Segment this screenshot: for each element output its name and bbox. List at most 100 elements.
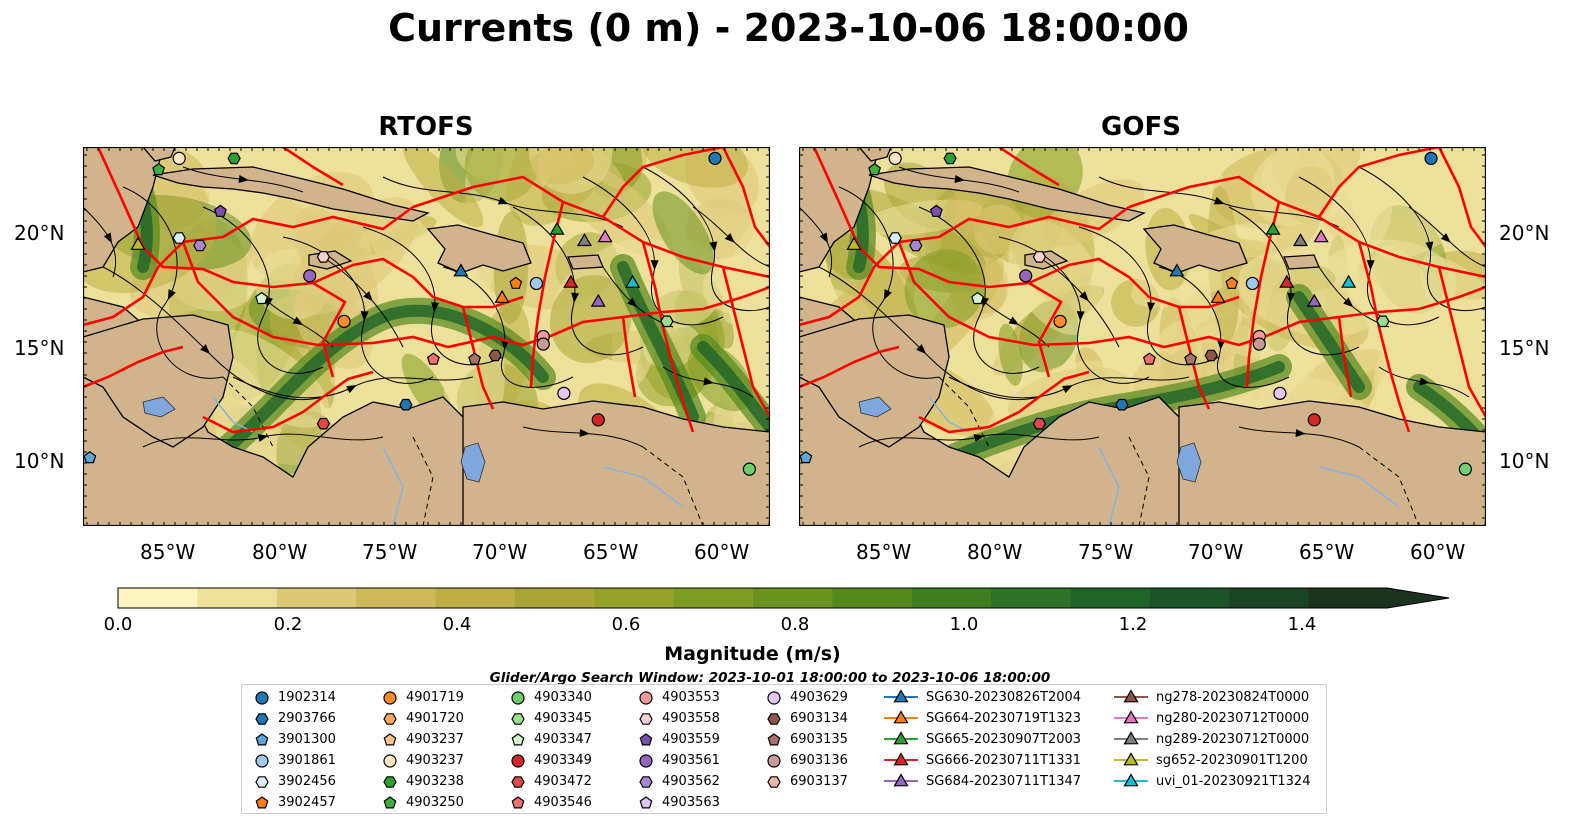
legend-label: 1902314 [278,689,336,705]
platform-marker [943,152,957,165]
platform-marker [152,162,166,176]
circle-marker-icon [255,691,269,705]
strong-current-core [197,304,549,473]
river [602,466,684,508]
platform-marker [888,232,902,244]
platform-marker [590,293,606,307]
eez-boundary [181,241,554,349]
triangle-marker-icon [884,710,918,724]
pentagon-marker-icon [255,796,269,809]
land-mass [1142,224,1248,274]
legend-label: sg652-20230901T1200 [1156,752,1308,768]
legend-entry: sg652-20230901T1200 [1114,750,1308,770]
lon-tick-label: 80°W [967,540,1023,564]
eez-boundary [1028,257,1240,309]
speed-field-patch [402,147,484,228]
streamline-arrow [1147,302,1156,313]
legend-marker [255,796,269,809]
legend-marker [1123,773,1139,787]
lat-tick-label: 10°N [1499,449,1550,473]
lon-tick-label: 60°W [694,540,750,564]
legend-marker [511,754,525,768]
platform-marker [303,269,317,283]
streamline-arrow [497,196,509,205]
streamline-arrow [1440,233,1451,243]
platform-marker [1341,274,1357,288]
legend-marker [255,733,269,746]
streamline-arrow [883,289,892,300]
legend-label: 6903136 [790,752,848,768]
legend-entry: ng278-20230824T0000 [1114,687,1309,707]
colorbar-segment [197,588,278,608]
platform-marker [227,152,241,165]
colorbar-segment [276,588,357,608]
platform-marker [660,315,674,328]
eez-boundary [202,370,374,434]
legend-marker [383,733,397,746]
legend-label: ng280-20230712T0000 [1156,710,1310,726]
land-mass [462,400,770,526]
streamline-arrow [954,175,965,183]
legend-marker [767,713,781,725]
streamline-arrow [1287,292,1296,303]
legend-marker [383,691,397,705]
eez-boundary [799,345,900,389]
colorbar-segment [514,588,595,608]
platform-marker [1225,276,1239,289]
platform-marker [1142,352,1156,365]
legend-label: 4903559 [662,731,720,747]
platform-marker [1032,417,1047,430]
lon-tick-label: 60°W [1410,540,1466,564]
eez-boundary [83,345,184,389]
eez-boundary [601,147,724,218]
hexagon-marker-icon [767,713,781,725]
streamline-arrow [1079,291,1089,302]
map-ticks [83,147,770,526]
legend-entry: SG684-20230711T1347 [884,771,1081,791]
streamline-arrow [724,233,735,243]
colorbar-tick: 0.0 [103,614,133,635]
legend-label: 4903345 [534,710,592,726]
streamline-arrow [1425,241,1434,252]
legend-marker [893,752,909,766]
platform-marker [1292,233,1309,247]
legend-entry: 4903558 [638,708,720,728]
legend-entry: 4903237 [382,729,464,749]
legend-entry: 3901861 [254,750,336,770]
platform-marker [888,151,902,165]
streamline-arrow [1213,196,1225,205]
speed-field-patch [1374,344,1419,432]
legend-label: 4903558 [662,710,720,726]
streamline [1158,266,1290,388]
hexagon-marker-icon [383,776,397,788]
legend-entry: 4901719 [382,687,464,707]
streamline-arrow [819,232,828,244]
lon-tick-label: 65°W [583,540,639,564]
platform-marker [488,349,502,362]
legend-marker [511,796,525,809]
legend-marker [255,776,269,788]
lat-tick-label: 10°N [14,449,65,473]
legend-label: SG664-20230719T1323 [926,710,1082,726]
streamline [1358,166,1486,312]
legend-marker [639,691,653,705]
streamline-arrow [501,339,510,350]
strong-current-core [1293,291,1365,393]
lon-tick-label: 85°W [856,540,912,564]
national-border [1358,446,1420,526]
legend-label: ng289-20230712T0000 [1156,731,1310,747]
hexagon-marker-icon [511,776,525,788]
speed-field-patch [549,275,632,364]
lake [460,442,486,483]
lon-tick-label: 65°W [1299,540,1355,564]
speed-field-patch [904,249,985,329]
streamline [362,226,504,366]
eez-boundary [1317,147,1440,218]
eez-boundary [1245,201,1281,388]
legend-marker [893,731,909,745]
legend-entry: 6903134 [766,708,848,728]
streamline-arrow [1008,316,1020,326]
eez-boundary [83,205,414,327]
platform-marker [1204,349,1218,362]
hexagon-marker-icon [511,713,525,725]
